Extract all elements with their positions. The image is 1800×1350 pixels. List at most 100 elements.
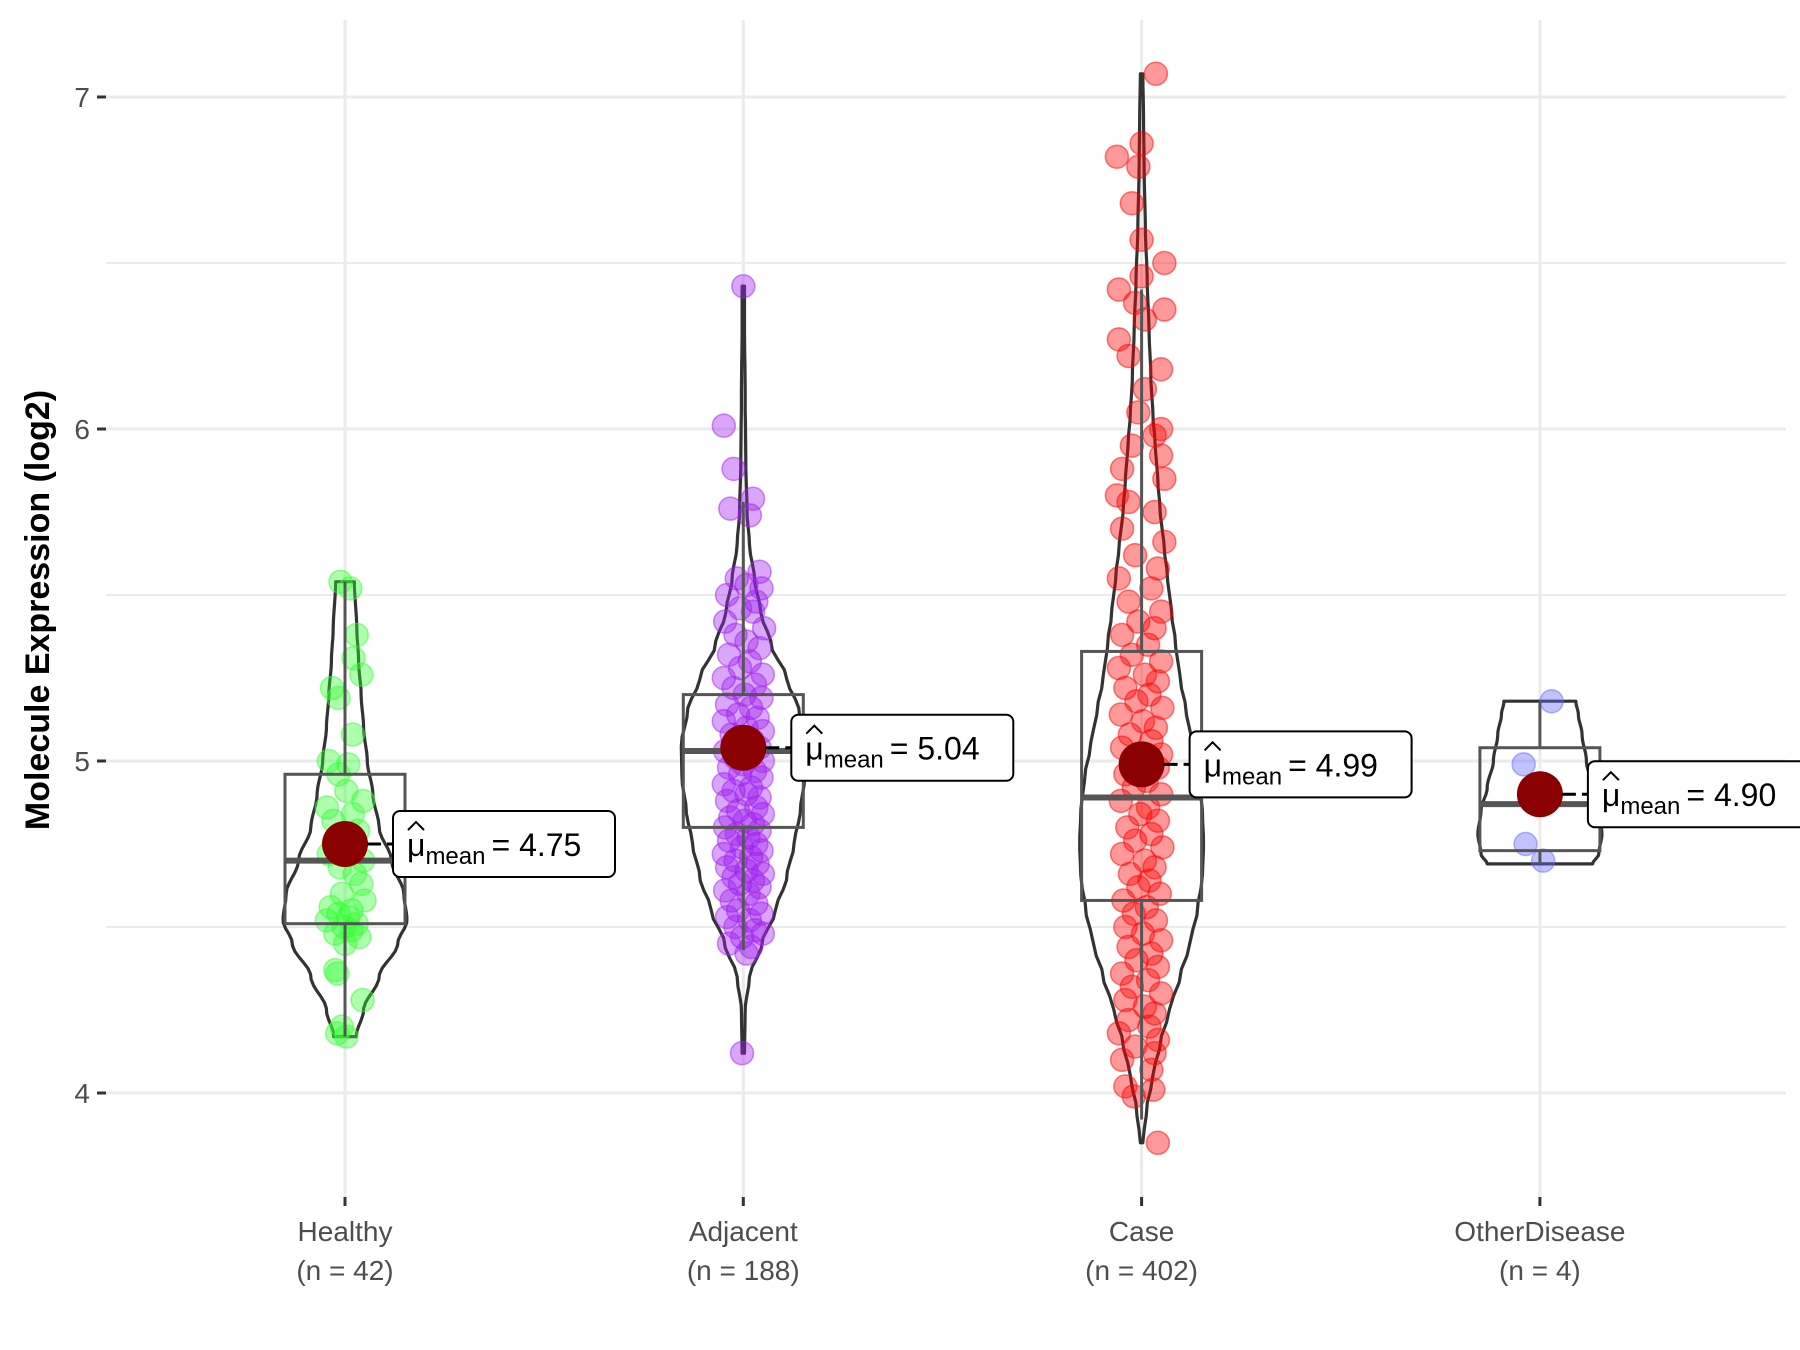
data-point [1145, 669, 1171, 694]
mean-label-text: μmean = 4.99 [1204, 747, 1378, 790]
mean-label-box [1586, 760, 1800, 829]
x-tick-label: OtherDisease [1454, 1216, 1625, 1247]
data-point [729, 1040, 755, 1066]
data-point [347, 924, 372, 950]
mean-label-value: 4.90 [1714, 777, 1776, 813]
mean-label-value: 4.99 [1316, 747, 1378, 783]
data-point [1106, 566, 1132, 591]
x-tick-sample-size: (n = 4) [1499, 1255, 1581, 1286]
data-point [1145, 556, 1171, 581]
data-point [329, 1014, 354, 1039]
data-point [1122, 542, 1148, 568]
mean-label-text: μmean = 5.04 [805, 731, 979, 774]
data-point [1152, 250, 1177, 276]
data-point [1129, 131, 1154, 156]
data-point [1139, 576, 1164, 601]
mean-label-value: 5.04 [917, 731, 979, 767]
data-point [731, 273, 756, 299]
mean-label-subscript: mean [1222, 763, 1282, 790]
data-point [734, 629, 759, 654]
data-point [1150, 695, 1175, 721]
data-point [1132, 376, 1158, 402]
hat-icon [407, 820, 425, 831]
data-point [1109, 961, 1135, 986]
data-point [1119, 974, 1145, 1000]
data-point [747, 635, 772, 661]
data-point [1148, 649, 1174, 674]
data-point [1109, 622, 1135, 648]
data-point [1145, 954, 1171, 980]
data-point [1121, 901, 1147, 926]
mean-label-box [392, 810, 616, 878]
y-axis-title: Molecule Expression (log2) [19, 390, 57, 830]
data-point [751, 615, 777, 641]
data-point [1152, 297, 1177, 322]
violins [281, 72, 1604, 1145]
data-point [1143, 908, 1169, 933]
data-point [1117, 861, 1143, 887]
mean-marker [720, 724, 767, 771]
data-point [1104, 144, 1130, 170]
data-point [1139, 1057, 1164, 1083]
data-point [1530, 848, 1556, 873]
data-point [1143, 715, 1169, 741]
data-point [349, 662, 374, 687]
data-point [314, 795, 340, 820]
data-point [1108, 702, 1134, 727]
data-point [336, 752, 361, 777]
data-point [711, 413, 737, 438]
data-point [1126, 154, 1151, 179]
data-point [1145, 1130, 1171, 1156]
data-point [1143, 61, 1169, 87]
data-points [314, 61, 1564, 1156]
mean-label-text: μmean = 4.90 [1602, 777, 1776, 820]
data-point [1511, 752, 1536, 777]
hat-icon [1602, 770, 1620, 781]
data-point [1129, 227, 1154, 253]
data-point [326, 685, 351, 711]
data-point [1139, 941, 1164, 966]
data-point [1129, 264, 1154, 289]
data-point [1109, 456, 1135, 482]
data-point [1132, 662, 1158, 687]
mean-label-box [790, 713, 1015, 782]
data-point [1142, 854, 1167, 880]
data-point [1142, 499, 1167, 525]
data-point [714, 582, 740, 608]
data-point [711, 665, 737, 691]
data-point [344, 622, 369, 648]
data-point [1108, 788, 1134, 814]
violin-healthy [281, 580, 409, 1039]
data-point [734, 941, 759, 966]
hat-icon [1203, 740, 1222, 752]
mean-label-equals: = [1686, 777, 1714, 813]
y-tick-label: 6 [74, 414, 90, 445]
data-point [1104, 483, 1130, 508]
data-point [1148, 356, 1174, 382]
axes: 4 5 6 7 Healthy (n = 42) Adjacent (n = 188) Case… [74, 82, 1625, 1286]
data-point [340, 722, 366, 747]
data-point [1119, 642, 1145, 668]
data-point [1106, 655, 1132, 681]
data-point [1124, 688, 1149, 714]
data-point [749, 685, 774, 711]
y-tick-label: 5 [74, 746, 90, 777]
data-point [337, 576, 363, 601]
data-point [1115, 815, 1140, 840]
y-tick-label: 4 [74, 1078, 90, 1109]
data-point [1137, 1014, 1162, 1039]
data-point [1106, 277, 1132, 302]
data-point [352, 888, 377, 913]
data-point [1539, 688, 1564, 714]
data-point [350, 788, 376, 814]
data-point [1152, 466, 1177, 492]
data-point [737, 503, 763, 528]
data-point [1148, 928, 1174, 953]
data-point [1122, 828, 1148, 853]
x-tick-sample-size: (n = 188) [687, 1255, 800, 1286]
data-point [1148, 981, 1174, 1006]
data-point [749, 765, 774, 790]
mean-marker [1118, 741, 1165, 788]
